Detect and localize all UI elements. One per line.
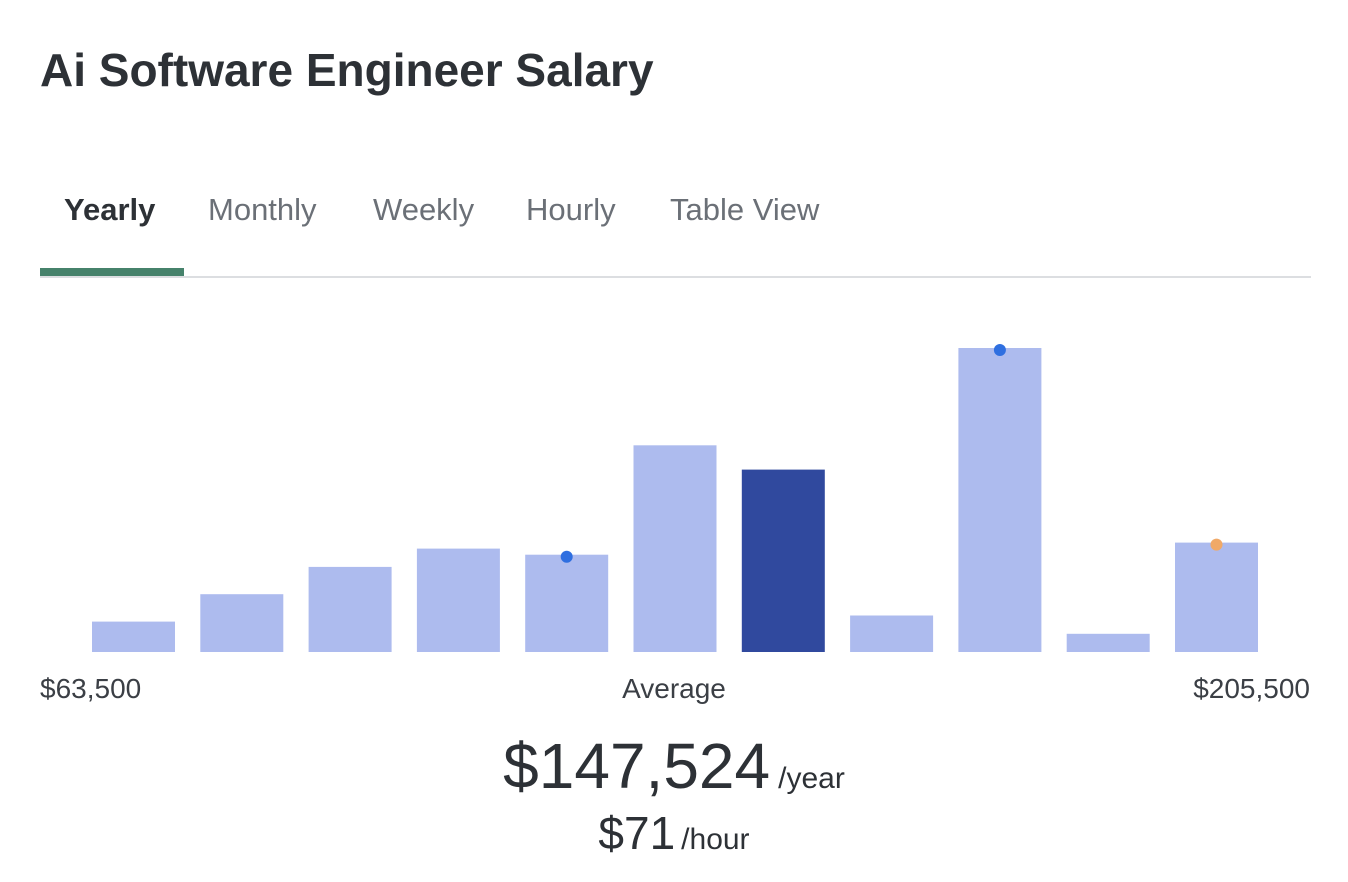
salary-bar-10[interactable]: [1066, 633, 1150, 652]
salary-bar-9[interactable]: [958, 348, 1042, 652]
page-title: Ai Software Engineer Salary: [40, 44, 654, 96]
average-hourly-amount: $71: [598, 807, 676, 859]
average-yearly: $147,524/year: [0, 728, 1348, 804]
tab-weekly[interactable]: Weekly: [373, 192, 475, 227]
tab-hourly[interactable]: Hourly: [526, 192, 616, 227]
salary-bar-8[interactable]: [850, 615, 934, 653]
average-hourly-unit: /hour: [681, 823, 750, 856]
salary-distribution-chart: [92, 344, 1258, 653]
salary-bar-5[interactable]: [525, 554, 609, 652]
tab-table-view[interactable]: Table View: [670, 192, 820, 227]
range-max-label: $205,500: [1193, 673, 1310, 704]
average-yearly-unit: /year: [778, 762, 845, 795]
salary-bar-7[interactable]: [741, 469, 825, 652]
range-min-label: $63,500: [40, 673, 142, 704]
bar-marker-11: [1210, 538, 1223, 551]
average-yearly-amount: $147,524: [503, 730, 771, 802]
salary-bar-11[interactable]: [1175, 542, 1258, 652]
tab-yearly[interactable]: Yearly: [64, 192, 156, 227]
salary-bar-4[interactable]: [416, 548, 500, 652]
tab-monthly[interactable]: Monthly: [208, 192, 317, 227]
bar-marker-5: [560, 550, 573, 563]
salary-bar-2[interactable]: [200, 594, 284, 652]
salary-tabs: Yearly Monthly Weekly Hourly Table View: [40, 180, 1311, 278]
active-tab-indicator: [40, 268, 184, 276]
average-hourly: $71/hour: [0, 804, 1348, 862]
salary-bar-1[interactable]: [92, 621, 175, 652]
salary-bar-3[interactable]: [308, 566, 392, 652]
salary-bar-6[interactable]: [633, 445, 717, 652]
bar-marker-9: [993, 344, 1006, 356]
average-label: Average: [622, 673, 726, 704]
